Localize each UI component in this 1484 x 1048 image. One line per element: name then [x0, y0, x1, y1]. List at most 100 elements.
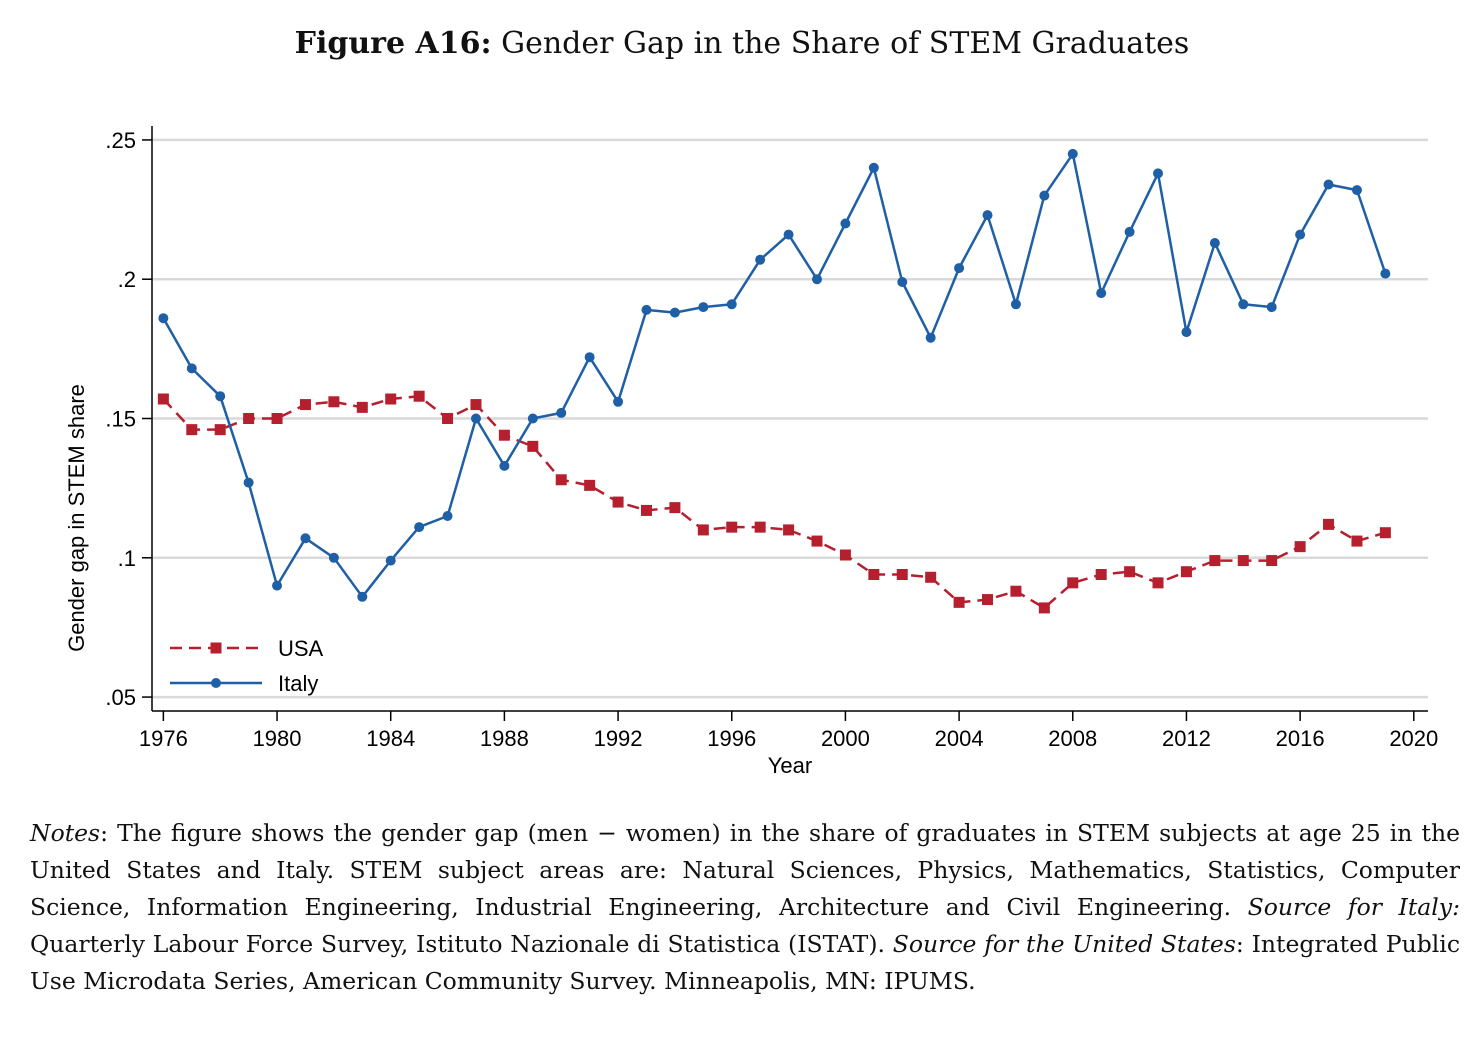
y-tick-label: .25 [105, 128, 136, 153]
legend-marker [211, 678, 221, 688]
data-point [953, 596, 965, 608]
data-point [925, 332, 936, 343]
data-point [1124, 226, 1135, 237]
data-point [584, 479, 596, 491]
data-point [811, 274, 822, 285]
series-line-italy [162, 152, 1387, 599]
source-italy-text: Quarterly Labour Force Survey, Istituto … [30, 930, 893, 958]
data-point [1237, 555, 1249, 567]
data-point [527, 440, 539, 452]
data-point [272, 580, 283, 591]
data-point [1380, 268, 1391, 279]
data-point [357, 591, 368, 602]
data-point [470, 399, 482, 411]
data-point [328, 552, 339, 563]
x-tick-label: 1988 [480, 726, 529, 751]
legend-label: Italy [278, 671, 318, 696]
series-usa [157, 390, 1391, 614]
data-point [897, 277, 908, 287]
y-tick-label: .2 [118, 267, 136, 292]
data-point [754, 521, 766, 533]
data-point [726, 521, 738, 533]
legend: USA Italy [170, 636, 324, 696]
data-point [385, 555, 396, 566]
data-point [1266, 555, 1278, 567]
data-point [584, 352, 595, 363]
data-point [1294, 541, 1306, 553]
data-point [1181, 327, 1192, 338]
data-point [1295, 229, 1306, 240]
figure-title-text: Gender Gap in the Share of STEM Graduate… [501, 26, 1190, 61]
data-point [527, 413, 538, 424]
axes: .05 .1 .15 .2 .25 1976 1980 1984 1988 1992 1996 200… [105, 126, 1438, 751]
data-point [300, 533, 311, 544]
data-point [271, 413, 283, 424]
gridlines [152, 138, 1428, 699]
data-point [556, 407, 567, 418]
data-point [442, 413, 454, 424]
data-point [1152, 577, 1164, 589]
data-point [1010, 585, 1022, 597]
data-point [1266, 302, 1277, 313]
data-point [612, 496, 624, 508]
data-point [1238, 299, 1249, 310]
x-tick-label: 1976 [139, 726, 188, 751]
data-point [641, 304, 652, 315]
data-point [697, 524, 709, 536]
x-tick-label: 2020 [1389, 726, 1438, 751]
x-tick-label: 2004 [935, 726, 984, 751]
x-tick-label: 2016 [1276, 726, 1325, 751]
data-point [839, 549, 851, 561]
data-point [698, 302, 709, 313]
legend-label: USA [278, 636, 324, 661]
y-tick-label: .15 [105, 407, 136, 432]
figure-title: Figure A16: Gender Gap in the Share of S… [0, 26, 1484, 61]
legend-item-usa: USA [170, 636, 324, 661]
data-point [414, 522, 425, 533]
x-tick-label: 1984 [366, 726, 415, 751]
data-point [669, 502, 681, 514]
data-point [982, 594, 994, 606]
figure-label: Figure A16: [294, 26, 492, 61]
data-point [613, 396, 624, 407]
legend-marker [210, 642, 222, 654]
data-point [1095, 569, 1107, 580]
notes-text: : The figure shows the gender gap (men −… [30, 819, 1460, 921]
series-layer [157, 148, 1391, 614]
data-point [640, 504, 652, 516]
data-point [555, 474, 567, 486]
x-tick-label: 1996 [707, 726, 756, 751]
data-point [1351, 535, 1363, 547]
x-tick-label: 2000 [821, 726, 870, 751]
data-point [186, 424, 198, 436]
source-us-label: Source for the United States [892, 930, 1236, 958]
x-tick-label: 1992 [594, 726, 643, 751]
data-point [470, 413, 481, 424]
x-tick-label: 2012 [1162, 726, 1211, 751]
line-chart: .05 .1 .15 .2 .25 1976 1980 1984 1988 1992 1996 200… [64, 126, 1438, 778]
data-point [868, 569, 880, 580]
data-point [925, 571, 937, 583]
series-italy [158, 148, 1391, 602]
data-point [157, 393, 169, 405]
y-tick-label: .1 [118, 546, 136, 571]
data-point [1209, 555, 1221, 567]
data-point [186, 363, 197, 374]
figure-notes: Notes: The figure shows the gender gap (… [30, 815, 1460, 1000]
data-point [1351, 185, 1362, 196]
data-point [413, 390, 425, 402]
data-point [1067, 148, 1078, 159]
y-tick-label: .05 [105, 685, 136, 710]
data-point [1323, 518, 1335, 530]
data-point [243, 413, 255, 424]
data-point [783, 524, 795, 536]
data-point [328, 396, 340, 408]
data-point [442, 511, 453, 521]
data-point [385, 393, 397, 405]
x-tick-label: 2008 [1048, 726, 1097, 751]
data-point [158, 313, 169, 324]
source-italy-label: Source for Italy: [1247, 893, 1460, 921]
x-tick-label: 1980 [253, 726, 302, 751]
legend-item-italy: Italy [170, 671, 318, 696]
data-point [243, 477, 254, 488]
